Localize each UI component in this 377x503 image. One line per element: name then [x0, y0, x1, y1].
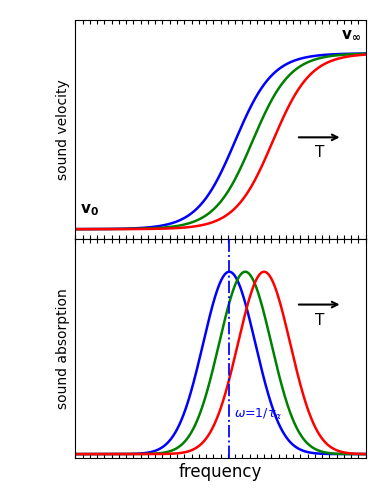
Text: T: T: [314, 313, 324, 327]
Text: $\mathbf{v_\infty}$: $\mathbf{v_\infty}$: [341, 27, 361, 42]
X-axis label: frequency: frequency: [179, 463, 262, 481]
Text: $\mathbf{v_0}$: $\mathbf{v_0}$: [80, 203, 99, 218]
Y-axis label: sound velocity: sound velocity: [56, 79, 70, 180]
Text: T: T: [314, 145, 324, 160]
Text: $\omega$=1/$\tau_\alpha$: $\omega$=1/$\tau_\alpha$: [234, 406, 282, 422]
Y-axis label: sound absorption: sound absorption: [56, 288, 70, 409]
